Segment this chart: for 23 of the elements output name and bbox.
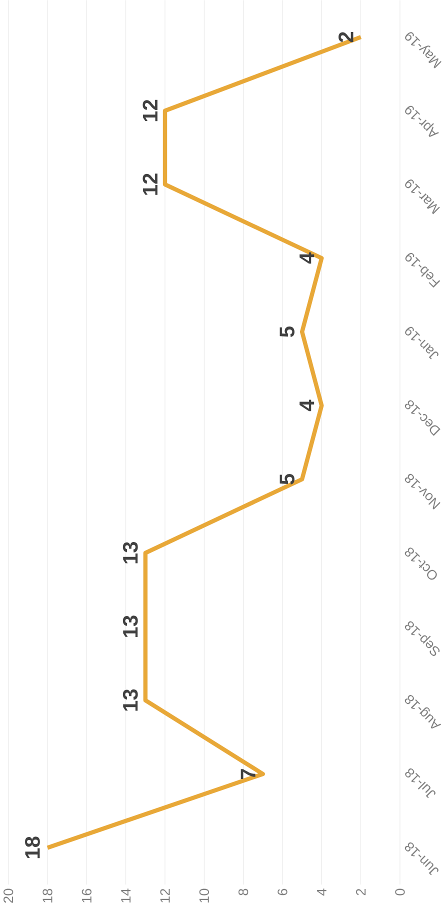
data-label: 5 xyxy=(280,474,294,484)
data-label: 12 xyxy=(142,100,158,122)
x-tick-label: 10 xyxy=(199,888,209,902)
x-tick-label: 8 xyxy=(238,888,248,896)
data-label: 13 xyxy=(122,616,138,638)
data-label: 4 xyxy=(299,252,314,264)
data-label: 18 xyxy=(24,836,40,858)
data-label: 5 xyxy=(280,326,294,338)
x-tick-label: 20 xyxy=(3,888,14,903)
data-label: 7 xyxy=(240,769,256,779)
x-tick-label: 6 xyxy=(278,888,288,896)
data-label: 13 xyxy=(122,689,138,711)
x-tick-label: 0 xyxy=(395,888,405,896)
data-label: 13 xyxy=(122,542,138,564)
x-tick-label: 16 xyxy=(82,888,92,902)
x-tick-label: 2 xyxy=(356,888,366,896)
x-tick-label: 14 xyxy=(121,888,130,902)
x-tick-label: 18 xyxy=(42,888,52,902)
data-label: 4 xyxy=(299,400,314,412)
x-tick-label: 4 xyxy=(316,888,326,896)
data-label: 12 xyxy=(142,174,158,195)
data-label: 2 xyxy=(338,32,354,42)
x-tick-label: 12 xyxy=(160,888,170,902)
